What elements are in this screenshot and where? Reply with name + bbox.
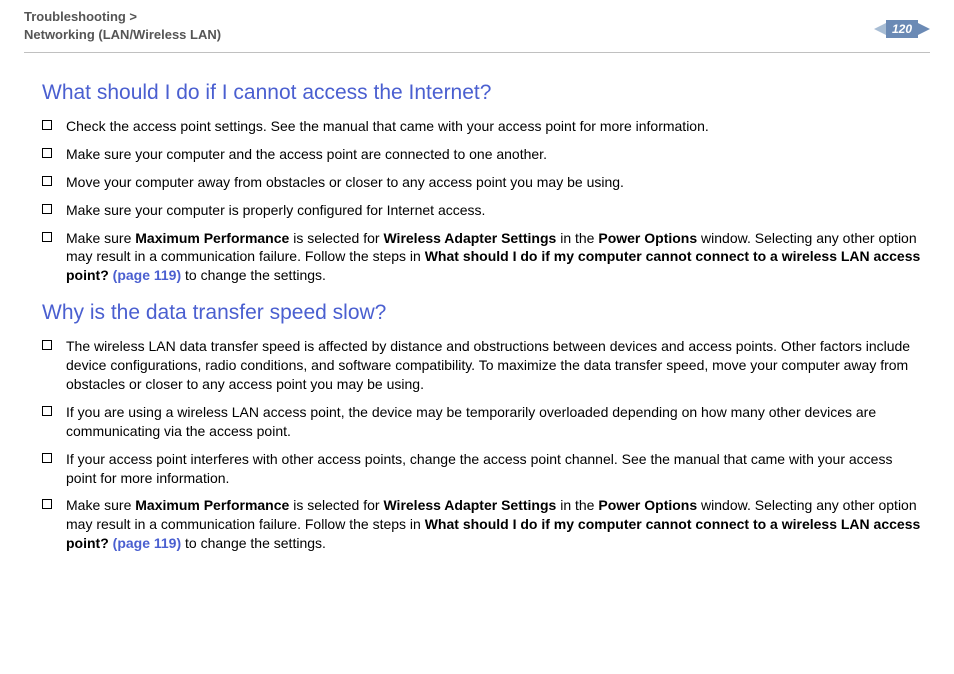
bold-text: Maximum Performance xyxy=(135,497,289,513)
bullet-icon xyxy=(42,176,52,186)
breadcrumb-line1: Troubleshooting > xyxy=(24,9,137,24)
bullet-icon xyxy=(42,232,52,242)
bold-text: Power Options xyxy=(598,497,697,513)
list-item: Move your computer away from obstacles o… xyxy=(42,173,926,192)
bold-text: Wireless Adapter Settings xyxy=(383,230,556,246)
section2-title: Why is the data transfer speed slow? xyxy=(42,301,926,325)
bullet-icon xyxy=(42,340,52,350)
bullet-icon xyxy=(42,204,52,214)
list-item-text: The wireless LAN data transfer speed is … xyxy=(66,337,926,394)
page-number: 120 xyxy=(886,20,918,38)
list-item-text: Move your computer away from obstacles o… xyxy=(66,173,926,192)
header-divider xyxy=(24,52,930,53)
list-item-text: Make sure Maximum Performance is selecte… xyxy=(66,496,926,553)
section1-list: Check the access point settings. See the… xyxy=(42,117,926,285)
list-item-text: If your access point interferes with oth… xyxy=(66,450,926,488)
page-header: Troubleshooting > Networking (LAN/Wirele… xyxy=(24,8,930,44)
list-item-text: If you are using a wireless LAN access p… xyxy=(66,403,926,441)
list-item: If your access point interferes with oth… xyxy=(42,450,926,488)
page-link[interactable]: (page 119) xyxy=(113,535,181,551)
bold-text: Maximum Performance xyxy=(135,230,289,246)
bullet-icon xyxy=(42,120,52,130)
list-item: If you are using a wireless LAN access p… xyxy=(42,403,926,441)
bullet-icon xyxy=(42,406,52,416)
page-number-badge[interactable]: 120 xyxy=(874,20,930,38)
breadcrumb-line2: Networking (LAN/Wireless LAN) xyxy=(24,27,221,42)
bullet-icon xyxy=(42,148,52,158)
page-content: What should I do if I cannot access the … xyxy=(42,75,926,562)
list-item-text: Check the access point settings. See the… xyxy=(66,117,926,136)
bold-text: Power Options xyxy=(598,230,697,246)
list-item: Make sure Maximum Performance is selecte… xyxy=(42,496,926,553)
bullet-icon xyxy=(42,453,52,463)
page-link[interactable]: (page 119) xyxy=(113,267,181,283)
prev-page-icon[interactable] xyxy=(874,23,886,35)
list-item-text: Make sure your computer is properly conf… xyxy=(66,201,926,220)
section1-title: What should I do if I cannot access the … xyxy=(42,81,926,105)
bullet-icon xyxy=(42,499,52,509)
list-item-text: Make sure your computer and the access p… xyxy=(66,145,926,164)
next-page-icon[interactable] xyxy=(918,23,930,35)
bold-text: Wireless Adapter Settings xyxy=(383,497,556,513)
list-item: Make sure your computer and the access p… xyxy=(42,145,926,164)
list-item-text: Make sure Maximum Performance is selecte… xyxy=(66,229,926,286)
list-item: Make sure Maximum Performance is selecte… xyxy=(42,229,926,286)
list-item: The wireless LAN data transfer speed is … xyxy=(42,337,926,394)
list-item: Check the access point settings. See the… xyxy=(42,117,926,136)
list-item: Make sure your computer is properly conf… xyxy=(42,201,926,220)
section2-list: The wireless LAN data transfer speed is … xyxy=(42,337,926,553)
breadcrumb: Troubleshooting > Networking (LAN/Wirele… xyxy=(24,8,221,44)
